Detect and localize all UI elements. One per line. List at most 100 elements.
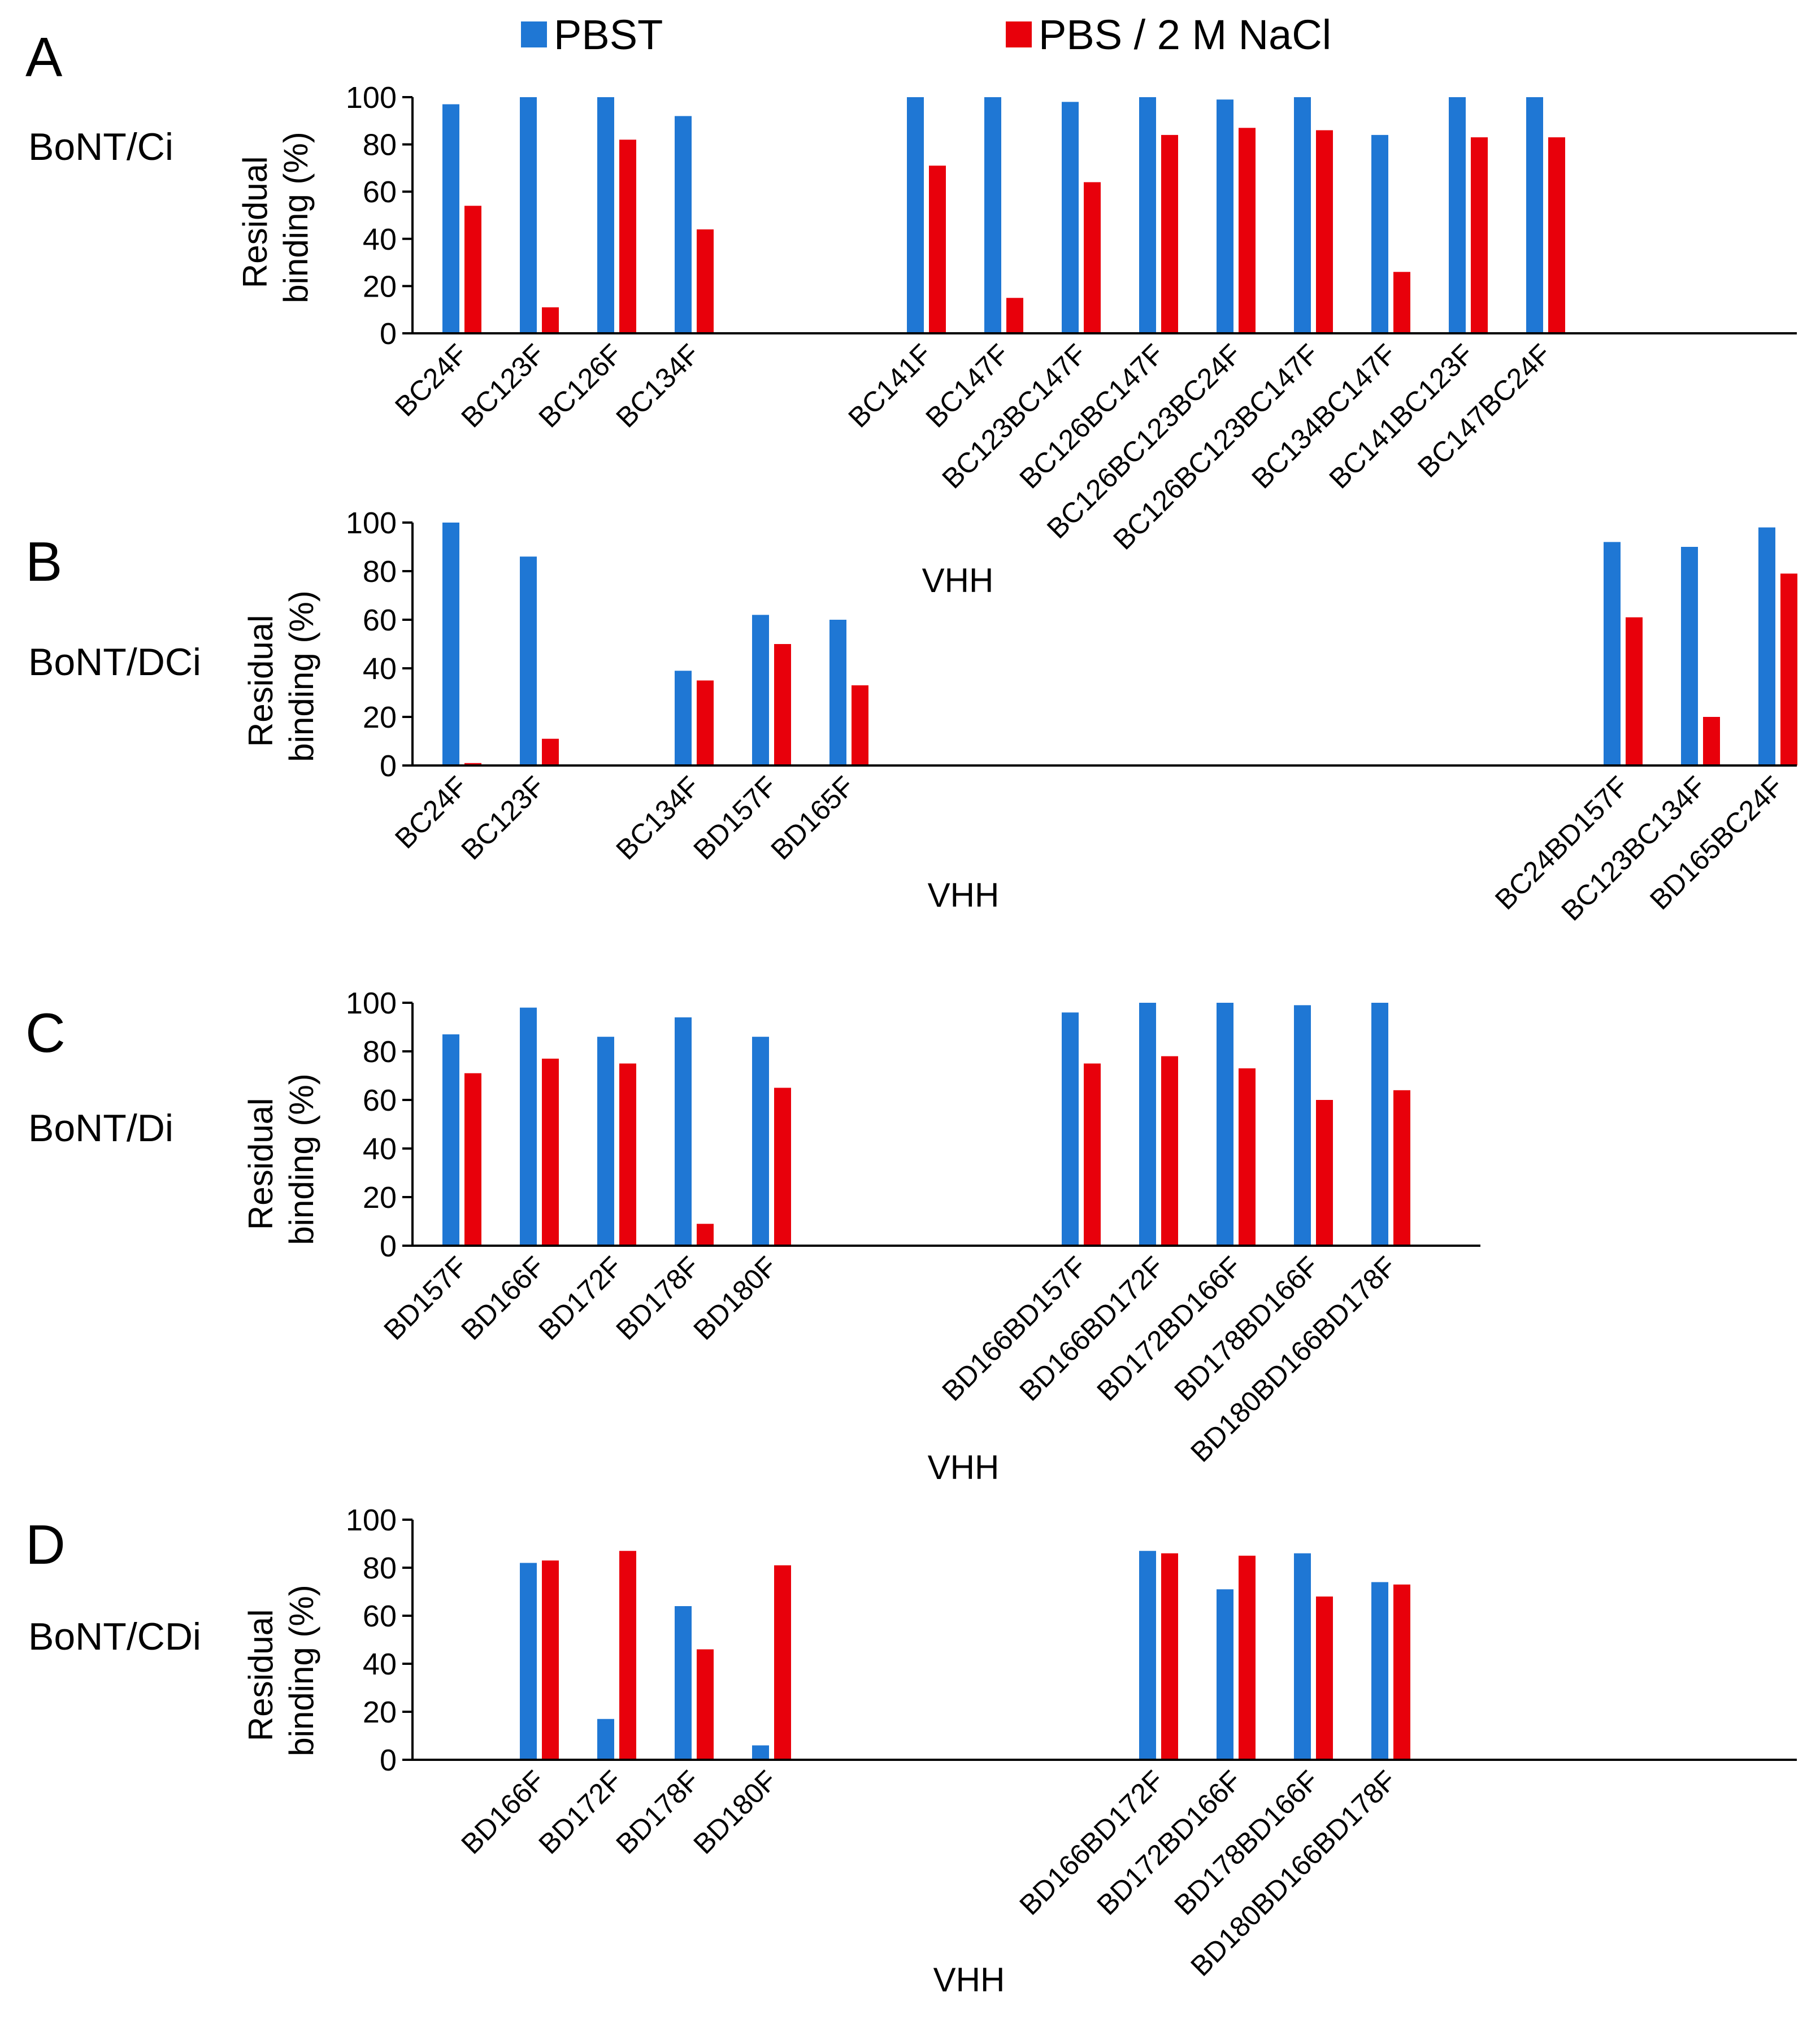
y-axis-label-line2: binding (%) (283, 1585, 320, 1756)
y-tick-label: 100 (346, 986, 397, 1020)
bar-pbst-BD172BD166F (1217, 1003, 1233, 1246)
y-tick-label: 80 (363, 1551, 397, 1585)
bar-pbst-BC126BC147F (1139, 97, 1156, 333)
x-category-label: BD180F (687, 1764, 783, 1860)
x-axis-title: VHH (928, 876, 1000, 914)
bar-pbst-BC134BC147F (1371, 134, 1388, 333)
y-tick-label: 20 (363, 269, 397, 303)
x-category-label: BD157F (377, 1250, 473, 1346)
bar-pbs-nacl-BD166BD172F (1161, 1056, 1178, 1246)
bar-pbs-nacl-BC134BC147F (1393, 272, 1410, 333)
bar-pbs-nacl-BD166F (542, 1058, 559, 1246)
bar-pbst-BC134F (675, 116, 692, 333)
legend-label-pbs-nacl: PBS / 2 M NaCl (1039, 11, 1331, 58)
y-axis-label-line2: binding (%) (277, 132, 315, 303)
y-tick-label: 20 (363, 1695, 397, 1729)
bar-pbs-nacl-BC126BC123BC24F (1239, 128, 1256, 333)
bar-pbs-nacl-BD166F (542, 1560, 559, 1760)
bar-pbs-nacl-BD166BD157F (1084, 1063, 1101, 1246)
y-axis-label-line2: binding (%) (283, 590, 320, 762)
panel-d: D BoNT/CDi Residual binding (%) 0 20 40 60 8… (25, 1503, 1797, 1999)
y-tick-label: 60 (363, 175, 397, 209)
y-tick-label: 40 (363, 652, 397, 686)
bar-pbst-BD180BD166BD178F (1371, 1003, 1388, 1246)
y-axis-label: Residual binding (%) (242, 590, 320, 762)
y-tick-label: 20 (363, 701, 397, 734)
bar-pbst-BC147BC24F (1526, 97, 1543, 333)
panel-a: A BoNT/Ci Residual binding (%) 0 20 40 60 80… (25, 26, 1797, 599)
legend-swatch-pbs-nacl (1006, 21, 1032, 47)
y-tick-label: 40 (363, 1647, 397, 1681)
panel-letter: B (25, 530, 62, 593)
bar-pbs-nacl-BC134F (697, 229, 714, 333)
y-tick-label: 0 (380, 1229, 397, 1263)
y-tick-label: 100 (346, 1503, 397, 1537)
bar-pbst-BC123F (520, 556, 537, 765)
y-tick-label: 0 (380, 749, 397, 783)
bar-pbs-nacl-BD165F (852, 685, 868, 765)
bar-pbst-BD165F (829, 620, 846, 765)
panel-letter: D (25, 1513, 66, 1576)
y-tick-label: 100 (346, 81, 397, 115)
bar-pbs-nacl-BD178BD166F (1316, 1100, 1333, 1246)
bar-pbst-BC141BC123F (1449, 97, 1466, 333)
bar-pbst-BD157F (752, 615, 769, 765)
y-tick-label: 80 (363, 128, 397, 162)
bar-pbst-BD178F (675, 1017, 692, 1246)
bar-pbst-BD180F (752, 1745, 769, 1760)
y-tick-label: 40 (363, 1132, 397, 1166)
bar-pbst-BD178F (675, 1606, 692, 1760)
y-tick-label: 0 (380, 1743, 397, 1777)
bar-pbst-BD157F (442, 1034, 459, 1246)
bar-pbst-BD178BD166F (1294, 1553, 1311, 1760)
bar-pbs-nacl-BD172BD166F (1239, 1068, 1256, 1246)
x-category-label: BC147BC24F (1411, 338, 1557, 484)
y-axis-label: Residual binding (%) (242, 1073, 320, 1245)
bar-pbst-BC126BC123BC147F (1294, 97, 1311, 333)
bar-pbst-BD166BD172F (1139, 1551, 1156, 1760)
bar-pbs-nacl-BC147F (1006, 298, 1023, 333)
x-axis-title: VHH (928, 1449, 1000, 1486)
toxin-label: BoNT/CDi (28, 1615, 201, 1658)
bar-pbs-nacl-BD180F (774, 1565, 791, 1760)
bar-pbs-nacl-BC126BC147F (1161, 134, 1178, 333)
bar-pbs-nacl-BC126BC123BC147F (1316, 130, 1333, 333)
bar-pbs-nacl-BC123BC147F (1084, 182, 1101, 333)
legend: PBST PBS / 2 M NaCl (521, 11, 1331, 58)
panel-letter: A (25, 26, 63, 88)
x-category-label: BD166F (455, 1250, 550, 1346)
bar-pbst-BC147F (984, 97, 1001, 333)
bar-pbs-nacl-BD178F (697, 1224, 714, 1246)
bar-pbst-BC126F (597, 97, 614, 333)
panel-letter: C (25, 1002, 66, 1064)
bar-pbs-nacl-BC141BC123F (1471, 137, 1488, 333)
x-category-label: BD172F (532, 1250, 628, 1346)
panel-b: B BoNT/DCi Residual binding (%) 0 20 40 60 8… (25, 506, 1797, 927)
y-tick-label: 60 (363, 1599, 397, 1633)
bar-pbst-BC141F (907, 97, 924, 333)
bar-pbst-BD166BD172F (1139, 1003, 1156, 1246)
bar-pbst-BD172BD166F (1217, 1589, 1233, 1760)
x-category-label: BD157F (687, 770, 783, 865)
x-axis-title: VHH (933, 1961, 1005, 1999)
bar-pbst-BC24F (442, 104, 459, 334)
toxin-label: BoNT/Ci (28, 125, 173, 168)
y-tick-label: 40 (363, 223, 397, 256)
bar-pbs-nacl-BD178BD166F (1316, 1597, 1333, 1760)
bar-pbs-nacl-BC126F (619, 140, 636, 334)
x-category-label: BC141F (842, 338, 937, 433)
x-category-label: BC134F (610, 770, 705, 865)
bar-pbs-nacl-BD157F (464, 1073, 481, 1246)
bar-pbs-nacl-BD180BD166BD178F (1393, 1090, 1410, 1246)
bar-pbst-BC123F (520, 97, 537, 333)
x-category-label: BD165F (765, 770, 860, 865)
x-category-label: BC126F (532, 338, 628, 433)
y-tick-label: 100 (346, 506, 397, 540)
bar-pbst-BD180BD166BD178F (1371, 1582, 1388, 1760)
bar-pbst-BD180F (752, 1037, 769, 1246)
bar-pbst-BC123BC147F (1062, 102, 1079, 334)
x-category-label: BC123F (455, 338, 550, 433)
bar-pbst-BC24F (442, 523, 459, 765)
bar-pbst-BC134F (675, 671, 692, 765)
y-axis-label-line1: Residual (242, 615, 280, 747)
